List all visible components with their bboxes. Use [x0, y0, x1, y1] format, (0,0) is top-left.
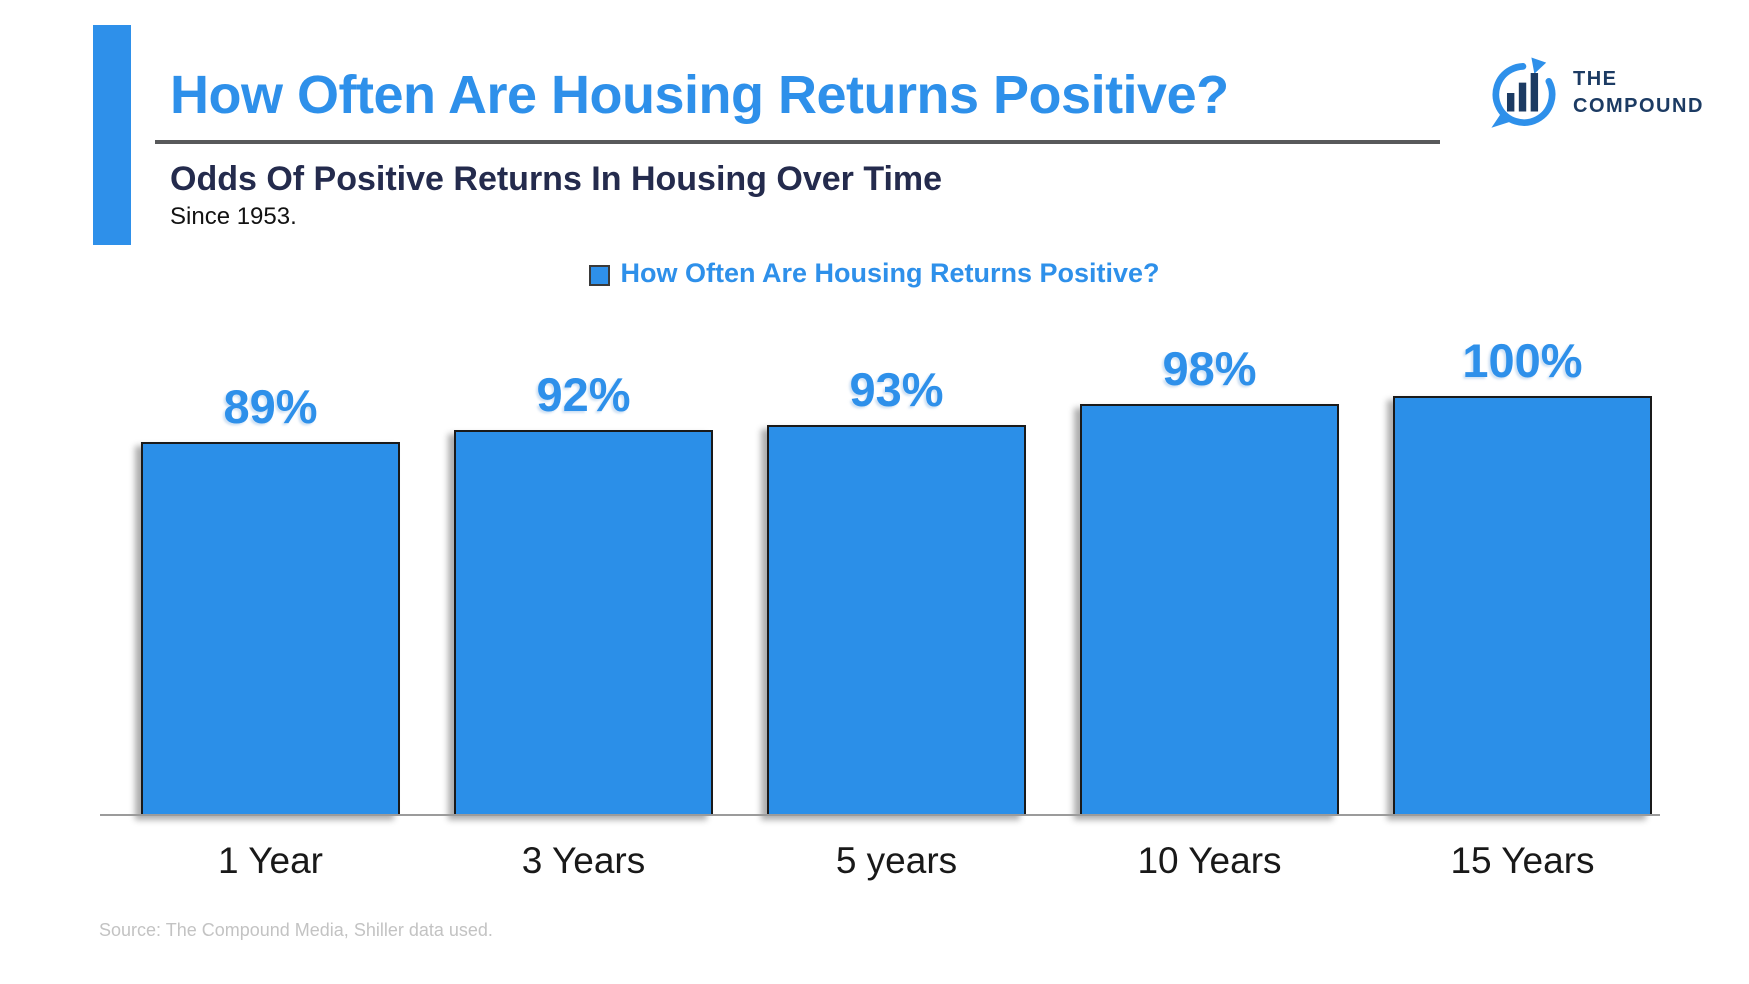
accent-bar — [93, 25, 131, 245]
chart-legend: How Often Are Housing Returns Positive? — [0, 258, 1749, 289]
logo-line-1: THE — [1573, 68, 1618, 90]
x-axis-label: 15 Years — [1450, 840, 1595, 881]
x-axis-line — [100, 814, 1660, 816]
title-underline — [155, 140, 1440, 144]
bar-value-label: 92% — [536, 368, 631, 421]
chart-subtitle: Odds Of Positive Returns In Housing Over… — [170, 160, 943, 198]
logo-line-2: COMPOUND — [1573, 95, 1704, 117]
bar-value-label: 93% — [849, 363, 944, 416]
x-axis-label: 5 years — [835, 840, 958, 881]
compound-speech-bubble-bar-chart-icon — [1487, 56, 1561, 130]
logo-wordmark: THE COMPOUND — [1573, 66, 1704, 120]
legend-label: How Often Are Housing Returns Positive? — [620, 258, 1160, 288]
source-note: Source: The Compound Media, Shiller data… — [99, 920, 493, 940]
bar — [454, 430, 713, 816]
page-title: How Often Are Housing Returns Positive? — [170, 65, 1229, 125]
bar-value-label: 100% — [1462, 334, 1583, 387]
bar — [767, 425, 1026, 816]
x-axis-label: 10 Years — [1137, 840, 1282, 881]
legend-swatch-icon — [589, 264, 611, 286]
bar — [1393, 396, 1652, 816]
bar — [1080, 404, 1339, 816]
compound-logo: THE COMPOUND — [1487, 56, 1704, 130]
bar — [141, 442, 400, 816]
bar-value-label: 98% — [1162, 342, 1257, 395]
bar-value-label: 89% — [223, 380, 318, 433]
x-axis-label: 1 Year — [218, 840, 323, 881]
since-note: Since 1953. — [170, 203, 297, 230]
x-axis-label: 3 Years — [521, 840, 646, 881]
